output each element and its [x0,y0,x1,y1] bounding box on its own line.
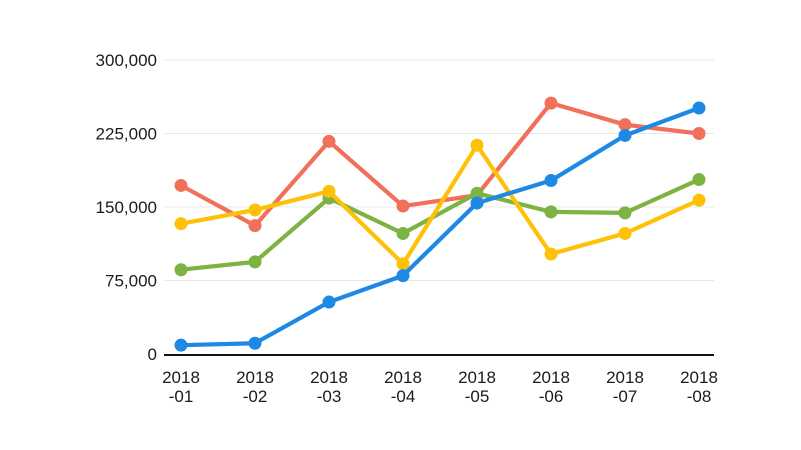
data-point-series-blue-2018-04[interactable] [396,269,410,283]
y-axis-tick-label: 150,000 [96,198,157,217]
x-axis-tick-label: 2018 -01 [162,368,200,406]
data-point-series-salmon-2018-03[interactable] [322,134,336,148]
data-point-series-salmon-2018-06[interactable] [544,96,558,110]
y-axis-tick-label: 225,000 [96,125,157,144]
data-point-series-blue-2018-01[interactable] [174,338,188,352]
data-point-series-yellow-2018-03[interactable] [322,184,336,198]
data-point-series-yellow-2018-07[interactable] [618,226,632,240]
data-point-series-yellow-2018-06[interactable] [544,247,558,261]
y-axis-tick-label: 300,000 [96,51,157,70]
x-axis-tick-label: 2018 -02 [236,368,274,406]
data-point-series-yellow-2018-01[interactable] [174,217,188,231]
x-axis-tick-label: 2018 -05 [458,368,496,406]
x-axis-tick-label: 2018 -07 [606,368,644,406]
data-point-series-blue-2018-05[interactable] [470,196,484,210]
x-axis-tick-label: 2018 -08 [680,368,718,406]
series-line-series-yellow [178,143,702,266]
data-point-series-green-2018-07[interactable] [618,206,632,220]
data-point-series-salmon-2018-04[interactable] [396,199,410,213]
series-line-series-blue [178,105,702,348]
data-point-series-green-2018-06[interactable] [544,205,558,219]
y-axis-tick-label: 0 [148,345,157,364]
data-point-series-green-2018-08[interactable] [692,173,706,187]
data-point-series-blue-2018-03[interactable] [322,295,336,309]
data-point-series-yellow-2018-04[interactable] [396,257,410,271]
data-point-series-blue-2018-02[interactable] [248,336,262,350]
x-axis-tick-label: 2018 -03 [310,368,348,406]
x-axis-tick-label: 2018 -04 [384,368,422,406]
data-point-series-blue-2018-07[interactable] [618,128,632,142]
data-point-series-salmon-2018-08[interactable] [692,127,706,140]
data-point-series-blue-2018-06[interactable] [544,174,558,188]
data-point-series-green-2018-02[interactable] [248,255,262,269]
data-point-series-salmon-2018-07[interactable] [618,118,632,132]
series-line-series-green [178,177,702,272]
data-point-series-yellow-2018-08[interactable] [692,193,706,207]
data-point-series-yellow-2018-02[interactable] [248,203,262,217]
data-point-series-salmon-2018-02[interactable] [248,219,262,233]
x-axis-tick-label: 2018 -06 [532,368,570,406]
y-axis-tick-label: 75,000 [105,272,157,291]
data-point-series-green-2018-04[interactable] [396,226,410,240]
data-point-series-green-2018-01[interactable] [174,263,188,277]
data-point-series-green-2018-05[interactable] [470,186,484,200]
data-point-series-blue-2018-08[interactable] [692,101,706,115]
data-point-series-salmon-2018-01[interactable] [174,178,188,192]
data-point-series-yellow-2018-05[interactable] [470,138,484,152]
